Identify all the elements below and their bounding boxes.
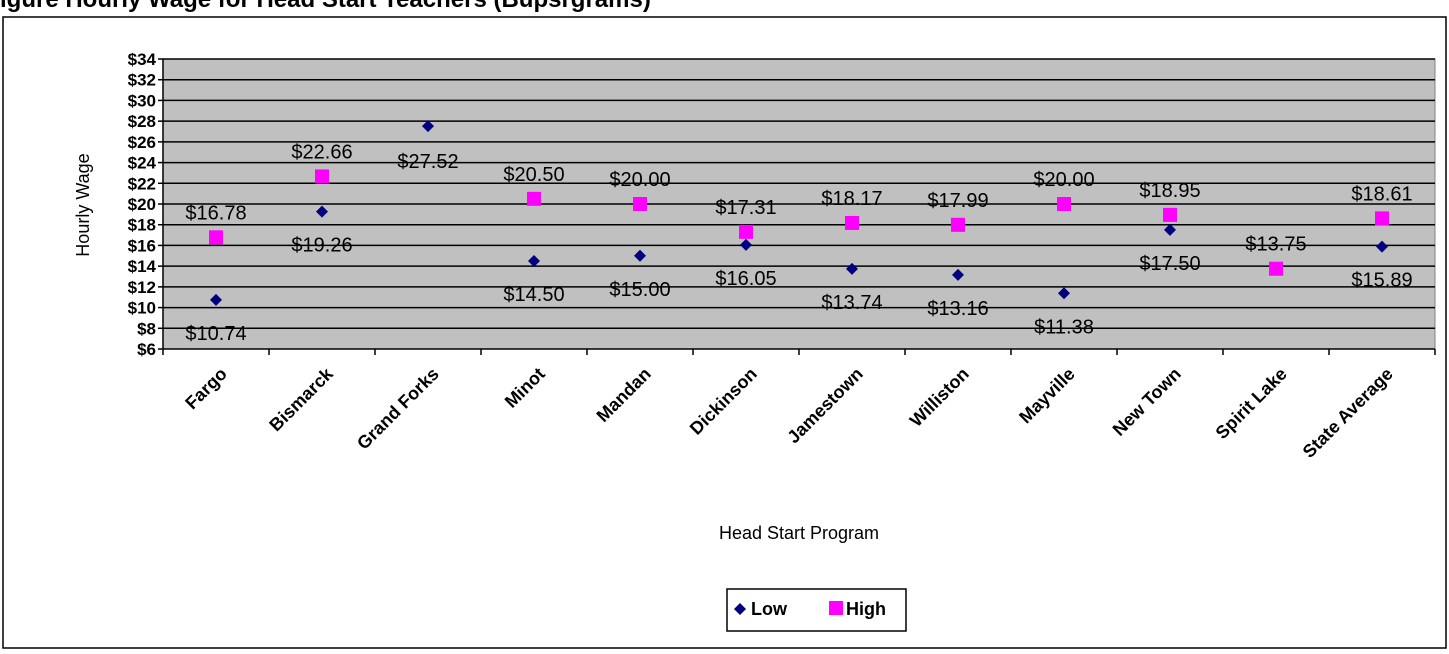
data-label-high: $18.17 (821, 188, 882, 210)
y-tick-label: $22 (128, 174, 156, 193)
chart-title: igure Hourly Wage for Head Start Teacher… (0, 0, 1449, 16)
data-label-low: $17.50 (1139, 253, 1200, 275)
data-label-high: $13.75 (1245, 234, 1306, 256)
data-label-high: $20.00 (1033, 169, 1094, 191)
high-point (633, 197, 647, 211)
legend-high-label: High (846, 599, 886, 619)
data-label-high: $18.61 (1351, 183, 1412, 205)
y-tick-label: $28 (128, 112, 156, 131)
y-tick-label: $30 (128, 91, 156, 110)
low-point (846, 262, 858, 275)
y-tick-label: $6 (137, 340, 156, 359)
high-point (739, 224, 753, 239)
high-point (315, 169, 329, 184)
high-point (527, 191, 541, 206)
data-markers (209, 120, 1389, 306)
y-tick-label: $32 (128, 71, 156, 90)
data-label-low: $15.00 (609, 279, 670, 301)
high-point (1057, 197, 1071, 211)
data-label-high: $16.78 (185, 202, 246, 224)
legend-box (726, 588, 907, 632)
data-label-high: $20.50 (503, 164, 564, 186)
data-label-high: $20.00 (609, 169, 670, 191)
data-label-low: $15.89 (1351, 270, 1412, 292)
legend-high-marker (829, 601, 843, 615)
y-tick-label: $10 (128, 299, 156, 318)
y-tick-label: $20 (128, 195, 156, 214)
data-label-low: $19.26 (291, 235, 352, 257)
high-point (1375, 211, 1389, 226)
low-point (1058, 287, 1070, 300)
y-tick-label: $8 (137, 319, 156, 338)
high-point (951, 217, 965, 232)
legend: Low High (726, 588, 907, 632)
legend-low-label: Low (751, 599, 788, 619)
high-point (209, 230, 223, 245)
low-point (528, 254, 540, 267)
axes (158, 58, 1436, 355)
data-label-low: $14.50 (503, 284, 564, 306)
y-tick-label: $26 (128, 133, 156, 152)
low-point (1164, 223, 1176, 236)
legend-low-marker (734, 603, 746, 615)
y-tick-label: $34 (128, 50, 157, 69)
data-label-low: $27.52 (397, 151, 458, 173)
data-labels: $10.74 $19.26 $27.52 $14.50 $15.00 $16.05 $13.… (185, 141, 1412, 344)
data-label-high: $17.99 (927, 190, 988, 212)
y-tick-labels: $6 $8$10 $12 $14 $16$18 $20 $22$24 $26 $28 $30$32… (128, 50, 157, 359)
data-label-low: $16.05 (715, 268, 776, 290)
data-label-high: $22.66 (291, 141, 352, 163)
data-label-high: $17.31 (715, 197, 776, 219)
data-label-low: $10.74 (185, 323, 246, 345)
data-label-low: $13.16 (927, 298, 988, 320)
high-point (1163, 207, 1177, 222)
data-label-low: $11.38 (1034, 316, 1094, 338)
y-tick-label: $18 (128, 216, 156, 235)
low-point (1376, 240, 1388, 253)
high-point (845, 215, 859, 230)
low-point (316, 205, 328, 218)
y-tick-label: $16 (128, 236, 156, 255)
y-tick-label: $12 (128, 278, 156, 297)
y-axis-title: Hourly Wage (73, 153, 93, 256)
high-point (1269, 261, 1283, 276)
low-point (210, 293, 222, 306)
x-axis-title: Head Start Program (719, 523, 879, 543)
low-point (952, 268, 964, 281)
data-label-high: $18.95 (1139, 180, 1200, 202)
low-point (740, 238, 752, 251)
grid-lines (163, 58, 1435, 330)
y-tick-label: $24 (128, 154, 157, 173)
data-label-low: $13.74 (821, 292, 882, 314)
low-point (422, 120, 434, 133)
low-point (634, 249, 646, 262)
y-tick-label: $14 (128, 257, 157, 276)
